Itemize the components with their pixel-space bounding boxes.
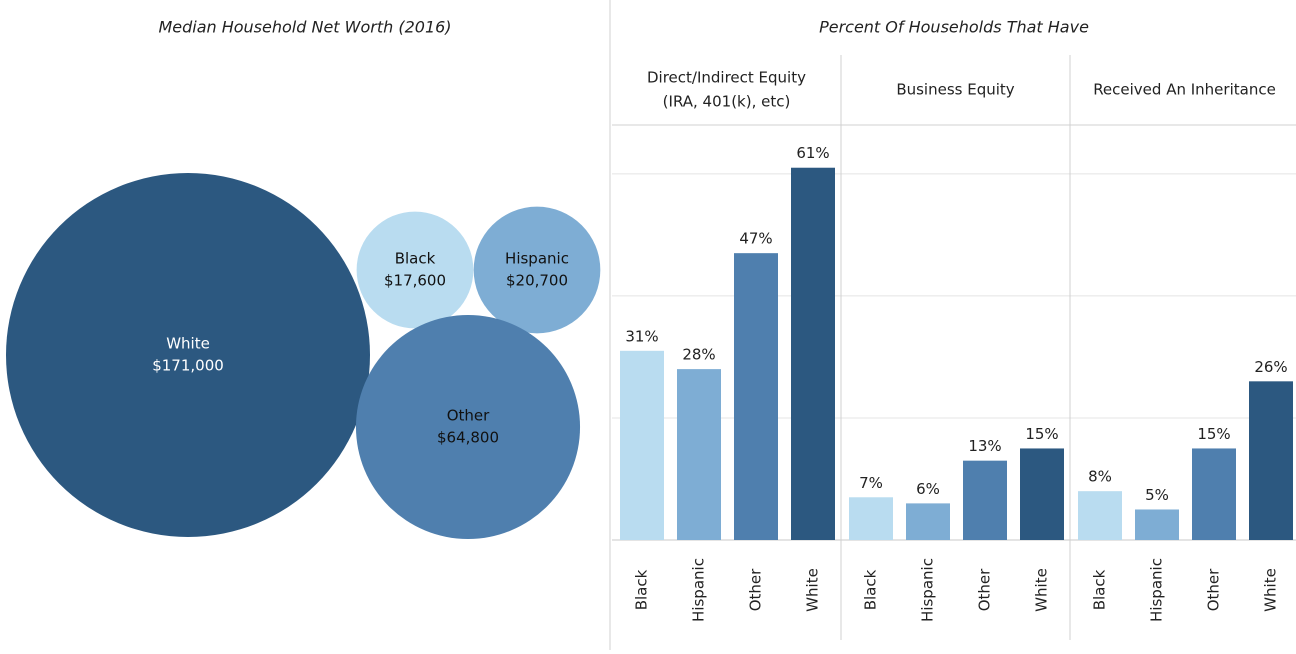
bar	[1135, 509, 1179, 540]
bubble	[473, 206, 601, 334]
bar	[677, 369, 721, 540]
bar	[963, 460, 1007, 540]
bar-label: 28%	[682, 346, 715, 364]
x-tick-label: Hispanic	[690, 558, 708, 622]
bar-label: 8%	[1088, 468, 1112, 486]
bubble-label: Other	[447, 407, 490, 425]
bubble-label: Hispanic	[505, 250, 569, 268]
bar-label: 47%	[739, 230, 772, 248]
facet-title: Business Equity	[896, 81, 1014, 99]
bar	[1078, 491, 1122, 540]
x-tick-label: Other	[1205, 568, 1223, 611]
bar-label: 13%	[968, 437, 1001, 455]
x-tick-label: White	[1033, 568, 1051, 612]
bubble-value: $20,700	[506, 272, 568, 290]
bar	[1020, 448, 1064, 540]
x-tick-label: Hispanic	[919, 558, 937, 622]
x-tick-label: Other	[747, 568, 765, 611]
bar-label: 6%	[916, 480, 940, 498]
x-tick-label: Black	[862, 569, 880, 610]
bubble-label: White	[166, 335, 210, 353]
bar-label: 61%	[796, 144, 829, 162]
x-tick-label: White	[1262, 568, 1280, 612]
facet-title: Received An Inheritance	[1093, 81, 1276, 99]
facet-title: Direct/Indirect Equity	[647, 69, 806, 87]
bubble-value: $171,000	[152, 357, 224, 375]
bar-label: 15%	[1025, 425, 1058, 443]
bar-label: 15%	[1197, 425, 1230, 443]
bar-title: Percent Of Households That Have	[819, 18, 1089, 37]
bubble-label: Black	[395, 250, 436, 268]
bar-label: 7%	[859, 474, 883, 492]
bar-label: 31%	[625, 327, 658, 345]
bar	[906, 503, 950, 540]
bar	[734, 253, 778, 541]
bubble	[355, 314, 581, 540]
bubble-value: $64,800	[437, 429, 499, 447]
bar-label: 5%	[1145, 486, 1169, 504]
bubble-title: Median Household Net Worth (2016)	[158, 18, 451, 37]
bar	[849, 497, 893, 540]
x-tick-label: Hispanic	[1148, 558, 1166, 622]
x-tick-label: Black	[1091, 569, 1109, 610]
bubble	[6, 173, 370, 537]
bubble	[356, 211, 474, 329]
bar	[1192, 448, 1236, 540]
bubble-value: $17,600	[384, 272, 446, 290]
x-tick-label: Other	[976, 568, 994, 611]
bar-label: 26%	[1254, 358, 1287, 376]
bar	[1249, 381, 1293, 540]
bar	[791, 167, 835, 540]
facet-title: (IRA, 401(k), etc)	[663, 93, 791, 111]
bar	[620, 350, 664, 540]
x-tick-label: Black	[633, 569, 651, 610]
x-tick-label: White	[804, 568, 822, 612]
